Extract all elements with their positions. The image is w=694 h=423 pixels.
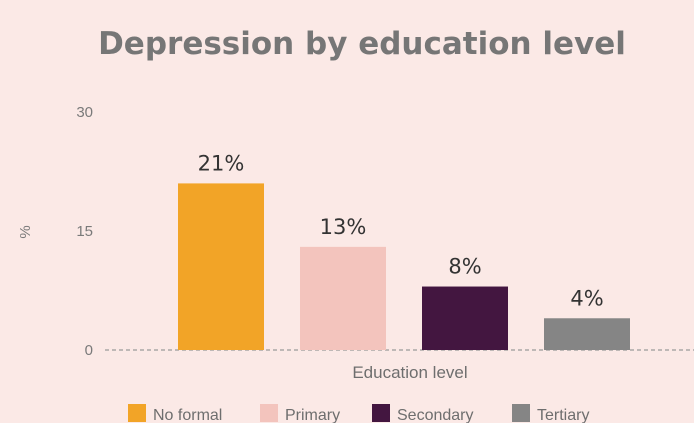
legend-swatch [128,404,146,422]
bar-primary [300,246,386,350]
bar-no-formal [178,183,264,350]
legend-label: Primary [285,407,340,423]
y-tick-label: 15 [76,223,93,240]
legend-swatch [372,404,390,422]
legend-label: Tertiary [537,407,589,423]
legend: No formal Primary Secondary Tertiary [128,404,589,423]
bar-tertiary [544,318,630,350]
y-tick-label: 30 [76,104,93,121]
legend-item: Tertiary [512,404,589,423]
legend-item: Primary [260,404,340,423]
legend-item: Secondary [372,404,474,423]
chart-title: Depression by education level [98,26,626,62]
y-axis-ticks: 0 15 30 [76,104,93,359]
legend-item: No formal [128,404,222,423]
data-labels-group: 21% 13% 8% 4% [198,151,604,310]
legend-swatch [512,404,530,422]
x-axis-label: Education level [352,363,467,382]
y-tick-label: 0 [85,342,93,359]
bar-value-label: 4% [570,286,603,310]
bar-value-label: 21% [198,151,245,175]
legend-label: Secondary [397,407,474,423]
bars-group [178,183,630,350]
legend-label: No formal [153,407,222,423]
bar-secondary [422,286,508,350]
legend-swatch [260,404,278,422]
y-axis-label: % [17,225,34,238]
bar-value-label: 8% [448,255,481,279]
bar-value-label: 13% [320,215,367,239]
